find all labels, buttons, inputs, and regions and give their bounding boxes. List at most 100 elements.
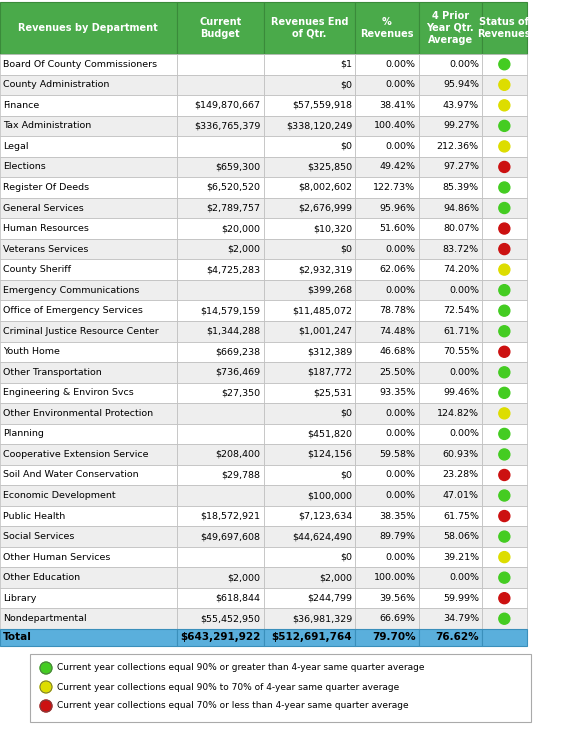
Text: $29,788: $29,788 — [222, 471, 261, 480]
Text: 122.73%: 122.73% — [374, 183, 416, 192]
Text: $643,291,922: $643,291,922 — [180, 633, 261, 642]
Circle shape — [499, 593, 510, 604]
Text: $1: $1 — [340, 60, 352, 69]
Bar — [419, 423, 482, 444]
Bar — [264, 423, 355, 444]
Text: Economic Development: Economic Development — [3, 491, 116, 500]
Circle shape — [40, 700, 52, 712]
Text: 0.00%: 0.00% — [385, 81, 416, 90]
Circle shape — [499, 326, 510, 337]
Text: $8,002,602: $8,002,602 — [298, 183, 352, 192]
Bar — [177, 465, 264, 485]
Text: $0: $0 — [340, 245, 352, 254]
Bar — [419, 362, 482, 383]
Bar — [482, 300, 527, 321]
Bar — [419, 341, 482, 362]
Bar — [482, 259, 527, 280]
Circle shape — [499, 449, 510, 460]
Bar — [355, 239, 419, 259]
Text: 51.60%: 51.60% — [379, 224, 416, 233]
Bar — [419, 383, 482, 403]
Bar — [482, 362, 527, 383]
Circle shape — [499, 511, 510, 522]
Text: $0: $0 — [340, 471, 352, 480]
Text: 46.68%: 46.68% — [379, 347, 416, 356]
Bar — [177, 321, 264, 341]
Bar — [419, 95, 482, 115]
Text: 95.94%: 95.94% — [443, 81, 479, 90]
Text: 61.75%: 61.75% — [443, 511, 479, 520]
Text: $0: $0 — [340, 553, 352, 562]
Bar — [482, 526, 527, 547]
Bar — [264, 547, 355, 568]
Text: Legal: Legal — [3, 142, 29, 151]
Circle shape — [499, 243, 510, 255]
Text: 25.50%: 25.50% — [379, 368, 416, 377]
Text: 83.72%: 83.72% — [443, 245, 479, 254]
Bar — [177, 218, 264, 239]
Text: 23.28%: 23.28% — [443, 471, 479, 480]
Text: 38.41%: 38.41% — [379, 101, 416, 110]
Bar — [177, 136, 264, 157]
Bar — [264, 321, 355, 341]
Bar — [0, 444, 177, 465]
Text: 0.00%: 0.00% — [449, 574, 479, 582]
Text: 0.00%: 0.00% — [385, 409, 416, 418]
Bar — [355, 465, 419, 485]
Bar — [264, 2, 355, 54]
Bar — [264, 465, 355, 485]
Text: 66.69%: 66.69% — [379, 614, 416, 623]
Bar — [419, 485, 482, 505]
Text: $1,001,247: $1,001,247 — [298, 327, 352, 336]
Bar — [355, 383, 419, 403]
Circle shape — [499, 367, 510, 378]
Bar — [419, 588, 482, 608]
Bar — [355, 280, 419, 300]
Text: Current year collections equal 90% or greater than 4-year same quarter average: Current year collections equal 90% or gr… — [57, 664, 425, 673]
Text: 89.79%: 89.79% — [379, 532, 416, 541]
Bar — [355, 115, 419, 136]
Bar — [419, 465, 482, 485]
Bar — [482, 218, 527, 239]
Bar — [419, 259, 482, 280]
Bar — [177, 177, 264, 198]
Bar — [177, 280, 264, 300]
Bar — [482, 136, 527, 157]
Bar — [264, 383, 355, 403]
Text: County Administration: County Administration — [3, 81, 109, 90]
Text: $336,765,379: $336,765,379 — [194, 121, 261, 130]
Bar — [0, 568, 177, 588]
Text: 95.96%: 95.96% — [379, 204, 416, 212]
Text: $338,120,249: $338,120,249 — [286, 121, 352, 130]
Bar — [482, 177, 527, 198]
Text: $312,389: $312,389 — [307, 347, 352, 356]
Bar — [0, 465, 177, 485]
Text: 61.71%: 61.71% — [443, 327, 479, 336]
Text: 34.79%: 34.79% — [443, 614, 479, 623]
Text: 4 Prior
Year Qtr.
Average: 4 Prior Year Qtr. Average — [426, 11, 474, 44]
Text: Public Health: Public Health — [3, 511, 65, 520]
Bar — [355, 423, 419, 444]
Bar — [0, 383, 177, 403]
Text: $2,000: $2,000 — [319, 574, 352, 582]
Text: Other Transportation: Other Transportation — [3, 368, 102, 377]
Bar — [482, 588, 527, 608]
Bar — [355, 177, 419, 198]
Bar — [177, 403, 264, 423]
Bar — [0, 526, 177, 547]
Text: Social Services: Social Services — [3, 532, 75, 541]
Text: $0: $0 — [340, 409, 352, 418]
Text: $512,691,764: $512,691,764 — [272, 633, 352, 642]
Bar — [264, 280, 355, 300]
Text: $20,000: $20,000 — [222, 224, 261, 233]
Bar — [355, 198, 419, 218]
Text: Tax Administration: Tax Administration — [3, 121, 91, 130]
Bar — [0, 259, 177, 280]
Circle shape — [499, 141, 510, 152]
Bar — [264, 629, 355, 646]
Text: Nondepartmental: Nondepartmental — [3, 614, 86, 623]
Bar — [355, 444, 419, 465]
Bar — [0, 239, 177, 259]
Bar — [355, 2, 419, 54]
Text: $18,572,921: $18,572,921 — [201, 511, 261, 520]
